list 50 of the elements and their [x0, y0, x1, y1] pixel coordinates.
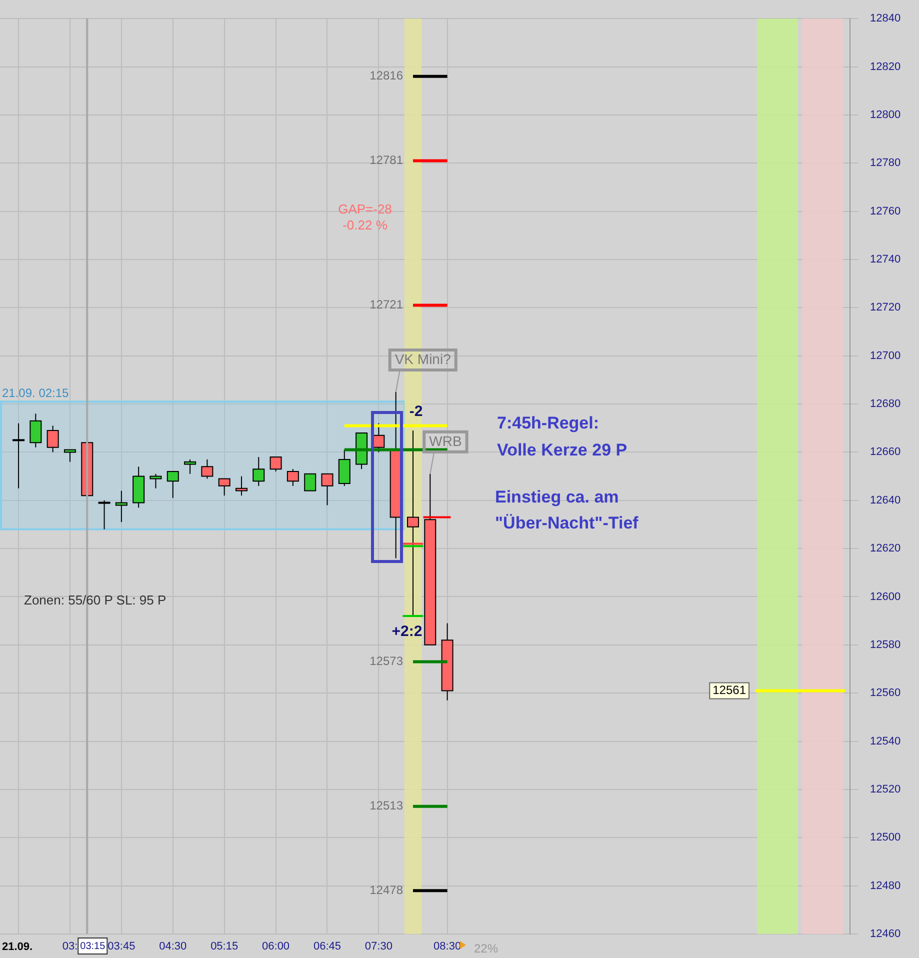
y-tick-label: 12760	[870, 205, 901, 218]
ref-line-label: 12478	[370, 882, 404, 897]
x-tick-label: 08:30	[434, 940, 462, 953]
annotation: GAP=-28	[338, 202, 392, 217]
y-tick-label: 12540	[870, 735, 901, 748]
text: 21.09.	[2, 941, 33, 954]
y-tick-label: 12720	[870, 302, 901, 314]
annotation: VK Mini?	[394, 350, 452, 367]
ref-line-label: 12781	[370, 153, 404, 168]
y-tick-label: 12820	[870, 60, 901, 73]
y-tick-label: 12700	[870, 350, 901, 362]
annotation: WRB	[429, 432, 462, 449]
ref-line-label: 12573	[370, 654, 404, 668]
y-tick-label: 12640	[870, 494, 901, 506]
y-tick-label: 12780	[870, 157, 901, 170]
annotation: -2	[409, 402, 423, 420]
y-tick-label: 12740	[870, 254, 901, 266]
y-tick-label: 12520	[870, 783, 901, 796]
y-tick-label: 12680	[870, 398, 901, 410]
annotation: Einstieg ca. am	[495, 488, 619, 507]
ref-line-label: 12816	[370, 68, 404, 83]
x-tick-label: 03:45	[108, 940, 136, 953]
band-label: 21.09. 02:15	[2, 386, 70, 400]
annotation: +2:2	[392, 623, 422, 640]
x-tick-label: 07:30	[364, 940, 392, 953]
x-tick-label: 03:	[62, 940, 78, 953]
x-tick-label: 05:15	[210, 940, 238, 953]
y-tick-label: 12840	[870, 12, 901, 25]
y-tick-label: 12600	[870, 590, 901, 603]
y-tick-label: 12460	[870, 928, 901, 940]
y-tick-label: 12560	[870, 687, 901, 700]
x-tick-label: 06:00	[262, 940, 290, 953]
text: 22%	[474, 941, 498, 956]
ref-line-label: 03:15	[80, 940, 106, 952]
y-tick-label: 12500	[870, 832, 901, 844]
ref-line-label: 12561	[712, 683, 746, 698]
x-tick-label: 06:45	[313, 940, 342, 953]
y-tick-label: 12660	[870, 446, 901, 458]
ref-line-label: 12513	[370, 798, 404, 813]
annotation: Zonen: 55/60 P SL: 95 P	[24, 592, 166, 608]
y-tick-label: 12480	[870, 880, 901, 892]
x-tick-label: 04:30	[159, 940, 187, 953]
y-tick-label: 12580	[870, 638, 901, 651]
y-tick-label: 12620	[870, 542, 901, 555]
annotation: -0.22 %	[342, 218, 388, 233]
annotation: Volle Kerze 29 P	[497, 440, 628, 460]
annotation: 7:45h-Regel:	[497, 414, 600, 433]
ref-line-label: 12721	[370, 298, 404, 312]
y-tick-label: 12800	[870, 108, 901, 121]
annotation: "Über-Nacht"-Tief	[495, 514, 639, 533]
